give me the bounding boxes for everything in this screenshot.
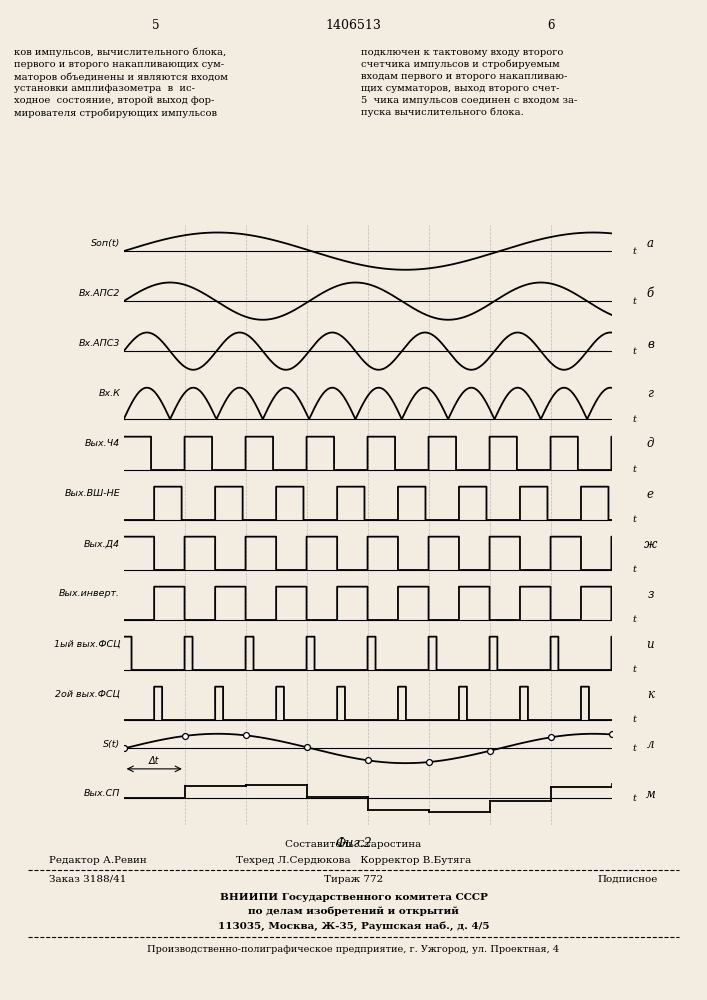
Text: ков импульсов, вычислительного блока,
первого и второго накапливающих сум-
матор: ков импульсов, вычислительного блока, пе…	[14, 48, 228, 118]
Text: Составитель Старостина: Составитель Старостина	[286, 840, 421, 849]
Text: Вых.инверт.: Вых.инверт.	[59, 589, 120, 598]
Text: 6: 6	[548, 19, 555, 32]
Text: t: t	[632, 415, 636, 424]
Text: t: t	[632, 615, 636, 624]
Text: t: t	[632, 297, 636, 306]
Text: б: б	[647, 287, 654, 300]
Text: Подписное: Подписное	[597, 875, 658, 884]
Text: Редактор А.Ревин: Редактор А.Ревин	[49, 856, 147, 865]
Text: Фиг.2: Фиг.2	[335, 837, 372, 850]
Text: S(t): S(t)	[103, 740, 120, 748]
Point	[240, 727, 252, 743]
Text: t: t	[632, 716, 636, 724]
Text: 2ой вых.ФСЦ: 2ой вых.ФСЦ	[55, 690, 120, 698]
Text: 1406513: 1406513	[325, 19, 382, 32]
Text: л: л	[647, 738, 654, 750]
Text: Техред Л.Сердюкова   Корректор В.Бутяга: Техред Л.Сердюкова Корректор В.Бутяга	[236, 856, 471, 865]
Text: 113035, Москва, Ж-35, Раушская наб., д. 4/5: 113035, Москва, Ж-35, Раушская наб., д. …	[218, 921, 489, 931]
Point	[179, 728, 190, 744]
Point	[118, 740, 129, 756]
Text: Вых.СП: Вых.СП	[84, 790, 120, 798]
Text: Вых.ВШ-НЕ: Вых.ВШ-НЕ	[64, 489, 120, 498]
Text: Тираж 772: Тираж 772	[324, 875, 383, 884]
Text: 1ый вых.ФСЦ: 1ый вых.ФСЦ	[54, 640, 120, 648]
Point	[423, 754, 434, 770]
Text: t: t	[632, 744, 636, 753]
Text: t: t	[632, 565, 636, 574]
Text: в: в	[647, 338, 654, 351]
Text: г: г	[648, 387, 653, 400]
Text: Вых.Ч4: Вых.Ч4	[85, 439, 120, 448]
Text: по делам изобретений и открытий: по делам изобретений и открытий	[248, 907, 459, 916]
Text: Вх.АПС3: Вх.АПС3	[78, 340, 120, 349]
Text: t: t	[632, 465, 636, 474]
Text: а: а	[647, 237, 654, 250]
Text: Вх.К: Вх.К	[98, 389, 120, 398]
Text: t: t	[632, 794, 636, 803]
Text: и: и	[647, 638, 654, 650]
Point	[301, 739, 312, 755]
Text: е: е	[647, 488, 654, 500]
Text: подключен к тактовому входу второго
счетчика импульсов и стробируемым
входам пер: подключен к тактовому входу второго счет…	[361, 48, 577, 117]
Text: Δt: Δt	[149, 756, 160, 766]
Text: Вых.Д4: Вых.Д4	[84, 539, 120, 548]
Text: t: t	[632, 247, 636, 256]
Text: м: м	[645, 788, 655, 800]
Point	[362, 752, 373, 768]
Point	[484, 743, 495, 759]
Text: t: t	[632, 516, 636, 524]
Text: ж: ж	[644, 537, 657, 550]
Text: ВНИИПИ Государственного комитета СССР: ВНИИПИ Государственного комитета СССР	[220, 893, 487, 902]
Text: t: t	[632, 347, 636, 356]
Text: Sоп(t): Sоп(t)	[90, 239, 120, 248]
Text: t: t	[632, 666, 636, 674]
Point	[545, 729, 556, 745]
Text: Вх.АПС2: Вх.АПС2	[78, 289, 120, 298]
Text: Производственно-полиграфическое предприятие, г. Ужгород, ул. Проектная, 4: Производственно-полиграфическое предприя…	[148, 945, 559, 954]
Text: Заказ 3188/41: Заказ 3188/41	[49, 875, 127, 884]
Text: д: д	[647, 437, 654, 450]
Text: з: з	[647, 587, 654, 600]
Point	[606, 726, 617, 742]
Text: 5: 5	[152, 19, 159, 32]
Text: к: к	[647, 688, 654, 700]
